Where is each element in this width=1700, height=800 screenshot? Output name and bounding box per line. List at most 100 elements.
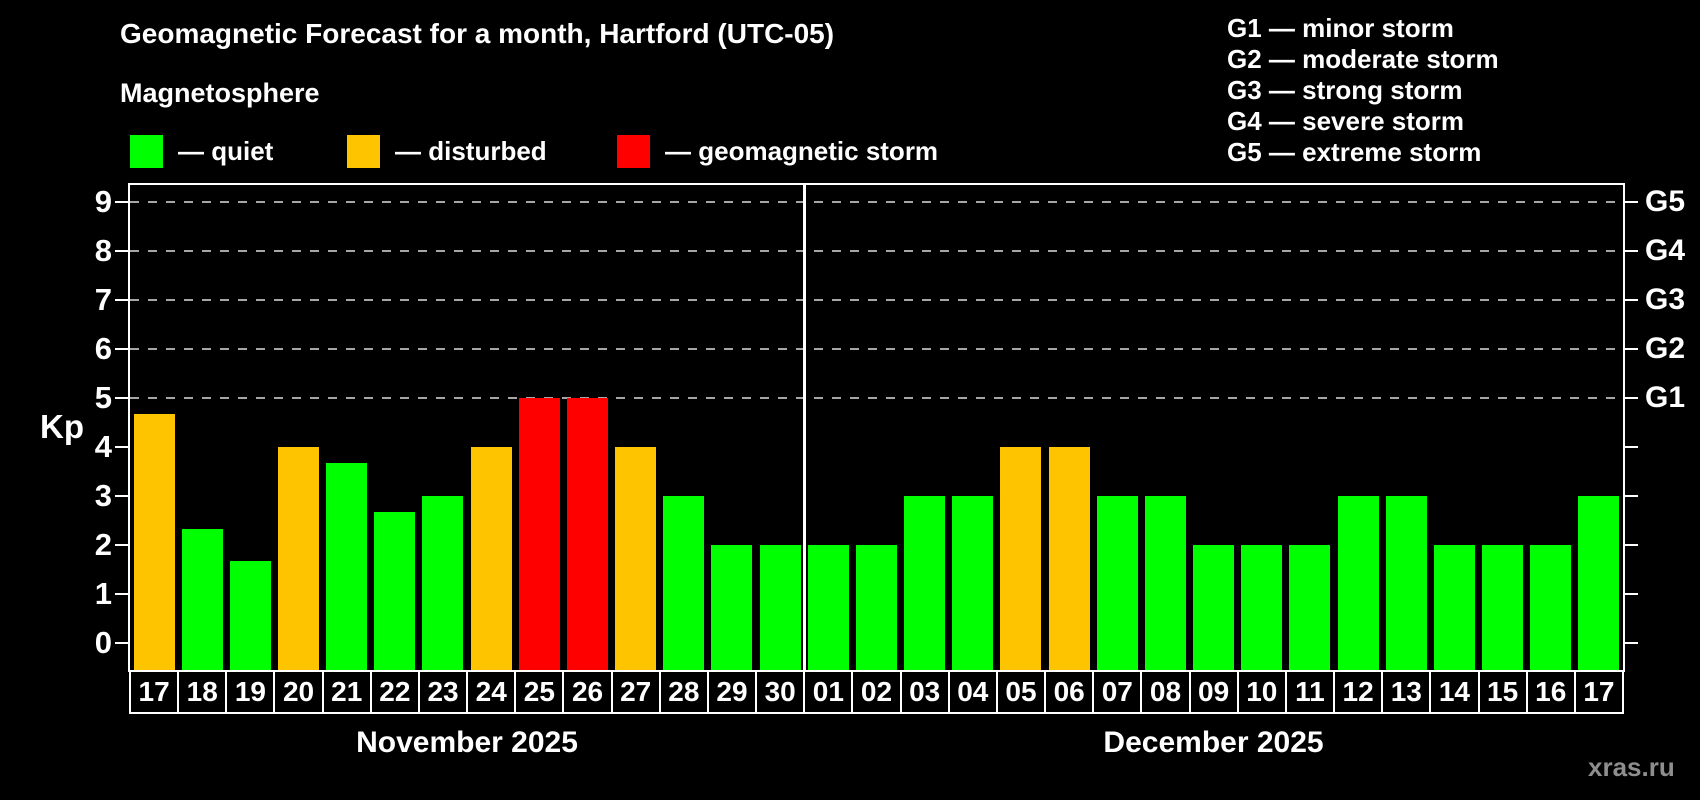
left-tick-kp5 bbox=[115, 397, 128, 399]
kp-bar-day-15 bbox=[1482, 545, 1524, 670]
right-tick-kp4 bbox=[1625, 446, 1638, 448]
kp-bar-day-01 bbox=[807, 545, 849, 670]
month-label-november: November 2025 bbox=[356, 726, 578, 759]
kp-bar-day-17 bbox=[133, 414, 175, 670]
y-axis-label-6: 6 bbox=[94, 331, 112, 366]
y-axis-label-1: 1 bbox=[94, 576, 112, 611]
gridline-kp8 bbox=[130, 250, 1623, 252]
gridline-kp5 bbox=[130, 397, 1623, 399]
day-cell-08: 08 bbox=[1140, 670, 1191, 714]
kp-bar-day-24 bbox=[470, 447, 512, 670]
right-axis-label-g1: G1 bbox=[1645, 381, 1686, 414]
day-cell-02: 02 bbox=[851, 670, 902, 714]
right-tick-kp9 bbox=[1625, 201, 1638, 203]
g-legend-line-g1: G1 — minor storm bbox=[1227, 13, 1454, 43]
legend-label-quiet: — quiet bbox=[178, 136, 274, 166]
left-tick-kp3 bbox=[115, 495, 128, 497]
kp-bar-day-06 bbox=[1048, 447, 1090, 670]
kp-bar-day-25 bbox=[518, 398, 560, 670]
kp-bar-day-12 bbox=[1337, 496, 1379, 670]
g-legend-line-g4: G4 — severe storm bbox=[1227, 106, 1465, 136]
legend-swatch-disturbed-icon bbox=[347, 135, 380, 168]
legend-swatch-storm-icon bbox=[617, 135, 650, 168]
kp-bar-day-07 bbox=[1096, 496, 1138, 670]
legend-swatch-quiet-icon bbox=[130, 135, 163, 168]
y-axis-label-9: 9 bbox=[94, 184, 112, 219]
g-legend-line-g3: G3 — strong storm bbox=[1227, 75, 1463, 105]
gridline-kp9 bbox=[130, 201, 1623, 203]
day-cell-05: 05 bbox=[995, 670, 1047, 714]
kp-bar-day-02 bbox=[855, 545, 897, 670]
kp-bar-day-21 bbox=[326, 463, 368, 670]
right-tick-kp5 bbox=[1625, 397, 1638, 399]
right-tick-kp8 bbox=[1625, 250, 1638, 252]
y-axis-label-5: 5 bbox=[94, 380, 112, 415]
left-tick-kp4 bbox=[115, 446, 128, 448]
day-cell-22: 22 bbox=[369, 670, 420, 714]
kp-bar-day-18 bbox=[181, 528, 223, 670]
month-label-december: December 2025 bbox=[1103, 726, 1324, 759]
right-tick-kp2 bbox=[1625, 544, 1638, 546]
kp-bar-day-17 bbox=[1578, 496, 1620, 670]
right-axis-label-g5: G5 bbox=[1645, 185, 1686, 218]
y-axis-label-3: 3 bbox=[94, 478, 112, 513]
kp-bar-day-22 bbox=[374, 512, 416, 670]
kp-bar-day-05 bbox=[1000, 447, 1042, 670]
day-cell-26: 26 bbox=[562, 670, 613, 714]
page-title: Geomagnetic Forecast for a month, Hartfo… bbox=[120, 18, 835, 49]
kp-bar-day-09 bbox=[1193, 545, 1235, 670]
day-cell-21: 21 bbox=[321, 670, 372, 714]
kp-bar-day-27 bbox=[615, 447, 657, 670]
right-axis-label-g3: G3 bbox=[1645, 283, 1686, 316]
gridline-kp7 bbox=[130, 299, 1623, 301]
y-axis-label-8: 8 bbox=[94, 233, 112, 268]
kp-bar-day-10 bbox=[1241, 545, 1283, 670]
left-tick-kp2 bbox=[115, 544, 128, 546]
right-axis-label-g4: G4 bbox=[1645, 234, 1686, 267]
day-cell-04: 04 bbox=[947, 670, 998, 714]
right-tick-kp1 bbox=[1625, 593, 1638, 595]
day-cell-07: 07 bbox=[1092, 670, 1143, 714]
day-cell-25: 25 bbox=[514, 670, 565, 714]
day-cell-13: 13 bbox=[1381, 670, 1432, 714]
y-axis-title: Kp bbox=[40, 408, 84, 445]
left-tick-kp6 bbox=[115, 348, 128, 350]
kp-bar-day-20 bbox=[277, 447, 319, 670]
right-axis-line bbox=[1623, 183, 1625, 672]
left-tick-kp9 bbox=[115, 201, 128, 203]
plot-area bbox=[130, 183, 1623, 670]
magnetosphere-subtitle: Magnetosphere bbox=[120, 78, 320, 108]
day-cell-06: 06 bbox=[1044, 670, 1095, 714]
kp-bar-day-16 bbox=[1530, 545, 1572, 670]
y-axis-label-7: 7 bbox=[94, 282, 112, 317]
left-tick-kp0 bbox=[115, 642, 128, 644]
kp-bar-day-30 bbox=[759, 545, 801, 670]
right-axis-label-g2: G2 bbox=[1645, 332, 1686, 365]
watermark: xras.ru bbox=[1588, 752, 1675, 782]
day-cell-28: 28 bbox=[658, 670, 709, 714]
day-cell-16: 16 bbox=[1525, 670, 1576, 714]
kp-bar-day-28 bbox=[663, 496, 705, 670]
kp-bar-day-26 bbox=[566, 398, 608, 670]
day-cell-12: 12 bbox=[1333, 670, 1384, 714]
legend-label-storm: — geomagnetic storm bbox=[665, 136, 939, 166]
month-divider-line bbox=[802, 183, 806, 670]
left-tick-kp8 bbox=[115, 250, 128, 252]
left-tick-kp7 bbox=[115, 299, 128, 301]
y-axis-label-4: 4 bbox=[94, 429, 112, 464]
kp-bar-day-13 bbox=[1385, 496, 1427, 670]
y-axis-label-0: 0 bbox=[94, 625, 112, 660]
day-cell-14: 14 bbox=[1429, 670, 1480, 714]
right-tick-kp3 bbox=[1625, 495, 1638, 497]
left-tick-kp1 bbox=[115, 593, 128, 595]
day-cell-24: 24 bbox=[466, 670, 517, 714]
y-axis-label-2: 2 bbox=[94, 527, 112, 562]
legend-label-disturbed: — disturbed bbox=[395, 136, 547, 166]
right-tick-kp0 bbox=[1625, 642, 1638, 644]
day-cell-15: 15 bbox=[1477, 670, 1528, 714]
day-cell-27: 27 bbox=[610, 670, 661, 714]
day-cell-19: 19 bbox=[225, 670, 276, 714]
left-axis-line bbox=[128, 183, 130, 672]
day-cell-09: 09 bbox=[1188, 670, 1239, 714]
